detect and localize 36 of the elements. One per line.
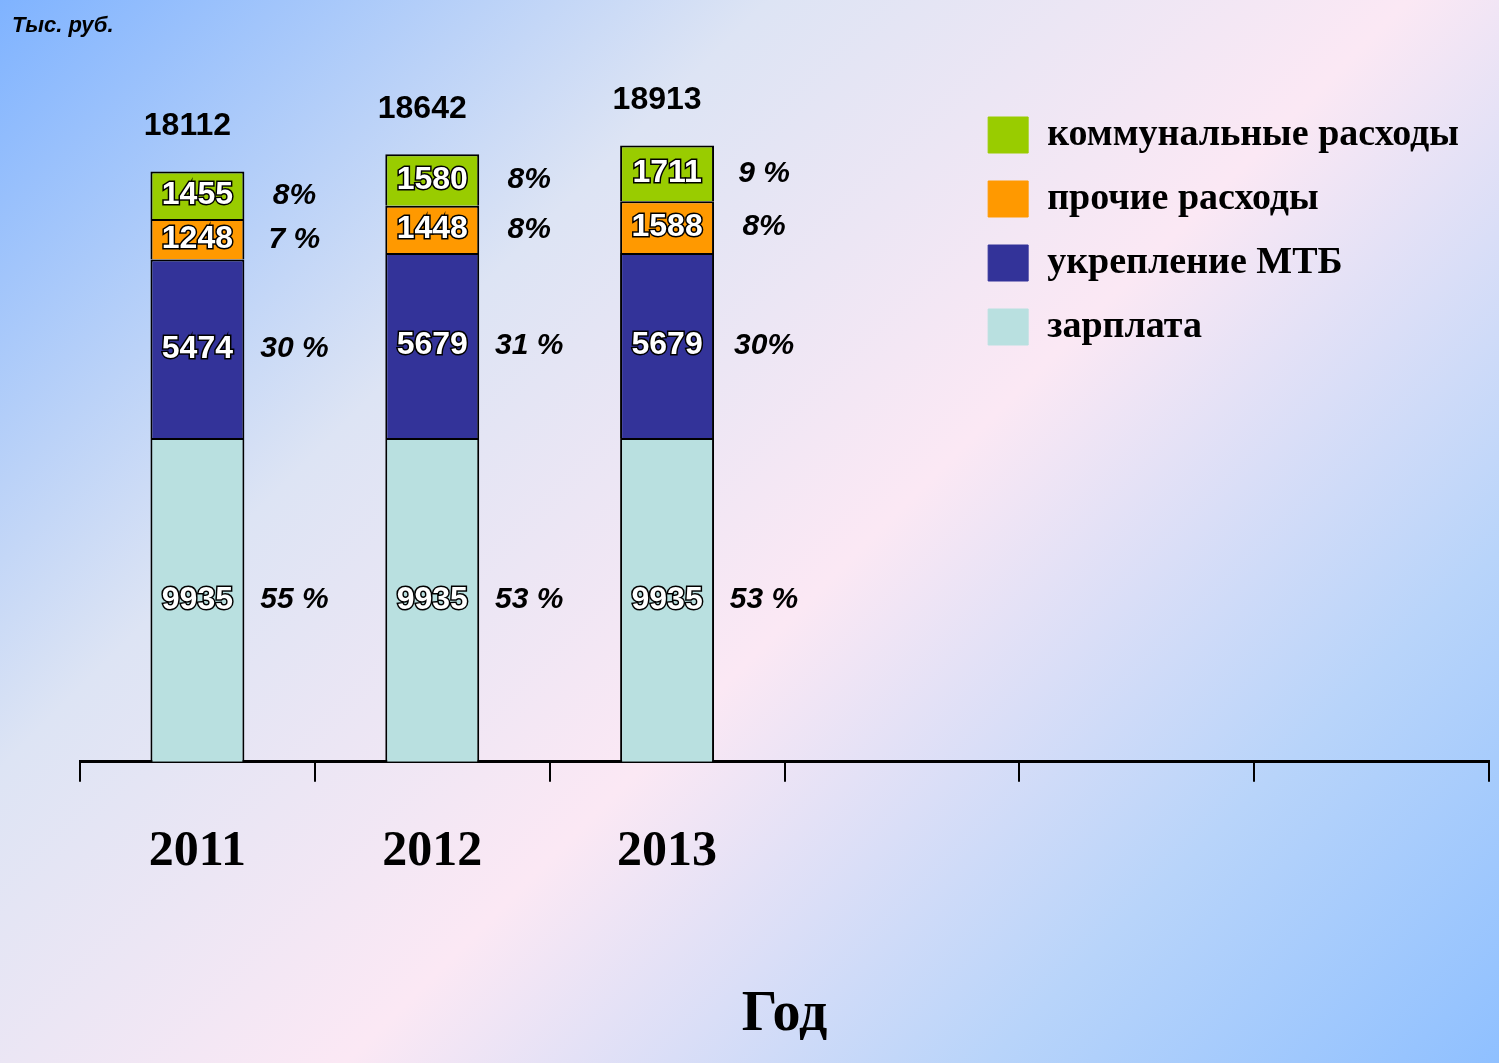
annotation: 31 % — [495, 326, 564, 360]
x-tick-label: 2013 — [617, 819, 718, 876]
data-label: 1580 — [396, 159, 468, 196]
data-label: 1448 — [396, 209, 468, 246]
data-label: 1455 — [161, 175, 234, 212]
data-label: 5679 — [631, 325, 703, 362]
annotation: 30% — [734, 326, 795, 360]
annotation: 8% — [272, 176, 317, 210]
annotation: 9 % — [738, 154, 790, 188]
annotation: 8% — [507, 161, 551, 195]
annotation: 8% — [742, 208, 786, 242]
legend-label: укрепление МТБ — [1047, 238, 1343, 281]
annotation: 8% — [507, 210, 551, 244]
annotation: 7 % — [268, 220, 321, 254]
data-label: 5474 — [161, 328, 234, 365]
data-label: 1588 — [631, 206, 703, 243]
x-axis-title: Год — [741, 979, 828, 1042]
x-tick-label: 2011 — [148, 819, 247, 876]
total-label: 18913 — [612, 80, 702, 117]
annotation: 55 % — [260, 581, 329, 615]
total-label: 18112 — [143, 106, 232, 143]
data-label: 1711 — [632, 153, 702, 190]
total-label: 18642 — [377, 89, 467, 126]
data-label: 5679 — [396, 325, 468, 362]
y-axis-title: Тыс. руб. — [12, 12, 114, 38]
data-label: 9935 — [161, 579, 234, 616]
legend-label: прочие расходы — [1047, 174, 1319, 217]
annotation: 30 % — [260, 330, 329, 364]
annotation: 53 % — [729, 581, 799, 615]
legend-label: зарплата — [1047, 302, 1202, 345]
legend-label: коммунальные расходы — [1047, 110, 1459, 153]
x-tick-label: 2012 — [382, 819, 483, 876]
data-label: 9935 — [396, 579, 468, 616]
data-label: 1248 — [161, 219, 234, 256]
data-label: 9935 — [631, 579, 703, 616]
annotation: 53 % — [495, 581, 564, 615]
